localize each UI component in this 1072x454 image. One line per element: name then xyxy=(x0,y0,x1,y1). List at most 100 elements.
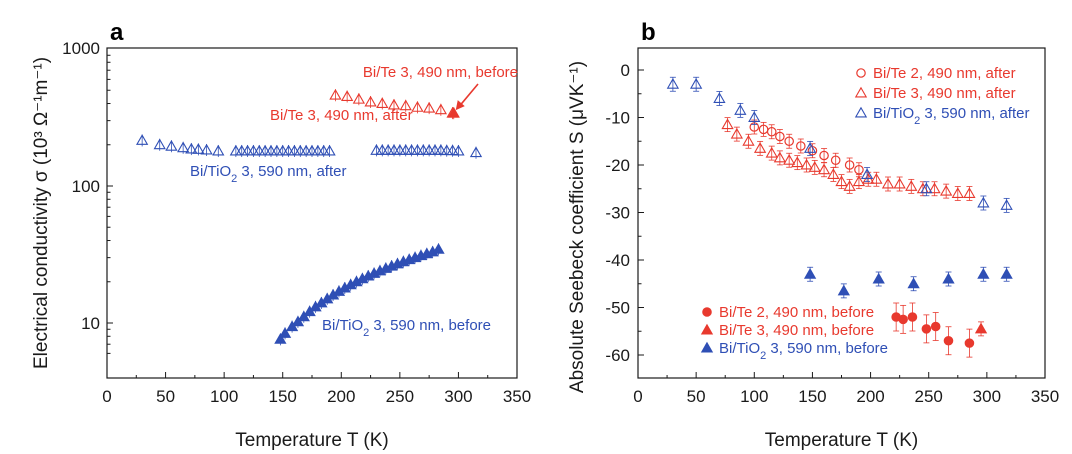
data-point-a xyxy=(381,144,395,155)
data-point-b xyxy=(852,175,866,187)
x-tick-label-b: 200 xyxy=(856,387,884,406)
legend-label: Bi/TiO2 3, 590 nm, after xyxy=(873,105,1029,127)
legend-label: Bi/Te 2, 490 nm, after xyxy=(873,65,1016,82)
series-b xyxy=(721,117,976,201)
x-tick-label-b: 150 xyxy=(798,387,826,406)
legend-label: Bi/Te 3, 490 nm, before xyxy=(719,322,874,339)
data-point-a xyxy=(241,144,254,156)
series-a xyxy=(135,134,483,159)
data-point-b xyxy=(713,92,726,103)
data-point-a xyxy=(411,101,424,112)
x-tick-label-a: 350 xyxy=(503,387,531,406)
y-tick-label-a: 100 xyxy=(72,177,100,196)
data-point-a xyxy=(387,144,401,155)
panel-a: a 0 50 100 150 200 250 300 350 10 100 1000 Temperatu… xyxy=(31,19,531,451)
data-point-b xyxy=(784,136,794,147)
data-point-a xyxy=(352,92,366,104)
data-point-a xyxy=(376,144,389,155)
data-point-a xyxy=(422,144,436,155)
data-point-b xyxy=(808,161,821,172)
data-point-b xyxy=(951,187,964,198)
x-tick-label-a: 150 xyxy=(269,387,297,406)
data-point-b xyxy=(843,180,856,191)
data-point-b xyxy=(920,182,933,194)
data-point-a xyxy=(274,333,287,344)
data-point-b xyxy=(795,141,806,151)
y-tick-label-b: 0 xyxy=(621,61,630,80)
data-point-a xyxy=(340,90,354,101)
data-point-a xyxy=(135,134,149,145)
data-point-b xyxy=(930,321,941,332)
data-point-b xyxy=(775,131,785,142)
data-point-a xyxy=(434,144,448,155)
data-point-b xyxy=(943,335,954,346)
data-point-b xyxy=(963,187,976,198)
annotation-arrowhead xyxy=(455,100,465,111)
data-point-a xyxy=(299,144,313,156)
data-point-a xyxy=(411,144,424,155)
x-tick-label-b: 300 xyxy=(973,387,1001,406)
legend-label: Bi/Te 3, 490 nm, after xyxy=(873,85,1016,102)
data-point-b xyxy=(689,77,703,89)
data-point-a xyxy=(393,144,407,155)
data-point-a xyxy=(434,103,448,115)
y-tick-label-b: -20 xyxy=(605,156,630,175)
x-tick-label-b: 0 xyxy=(633,387,642,406)
y-tick-label-b: -60 xyxy=(605,346,630,365)
data-point-b xyxy=(1000,199,1013,210)
data-point-b xyxy=(964,338,975,348)
data-point-a xyxy=(405,144,418,155)
data-point-b xyxy=(800,158,813,170)
data-point-a xyxy=(428,144,442,155)
x-tick-label-b: 350 xyxy=(1031,387,1059,406)
panel-label-a: a xyxy=(110,19,124,46)
data-point-b xyxy=(898,314,908,325)
series-a xyxy=(274,243,445,346)
data-point-b xyxy=(765,146,778,158)
legend-top: Bi/Te 2, 490 nm, after Bi/Te 3, 490 nm, a… xyxy=(854,65,1029,127)
data-point-b xyxy=(819,150,829,161)
y-tick-label-b: -50 xyxy=(605,299,630,318)
data-point-b xyxy=(928,182,941,194)
annotation-bite3-after: Bi/Te 3, 490 nm, after xyxy=(270,107,413,124)
data-point-a xyxy=(282,144,295,156)
data-point-b xyxy=(872,272,885,284)
data-point-a xyxy=(270,144,284,156)
data-point-a xyxy=(185,142,198,154)
legend-marker xyxy=(854,106,868,118)
y-tick-label-a: 10 xyxy=(81,314,100,333)
x-tick-label-a: 300 xyxy=(444,387,472,406)
data-point-a xyxy=(370,144,383,155)
annotation-bite3-before: Bi/Te 3, 490 nm, before xyxy=(363,64,518,81)
data-point-a xyxy=(323,144,336,156)
panel-b: b0 50 100 150 200 250 300 3500-10-20-30-40-50-6… xyxy=(567,19,1059,451)
legend-marker xyxy=(854,86,868,98)
legend-marker xyxy=(700,323,714,335)
x-tick-label-a: 0 xyxy=(102,387,111,406)
x-tick-label-a: 200 xyxy=(327,387,355,406)
data-point-a xyxy=(278,327,292,338)
series-a xyxy=(447,106,460,120)
data-point-b xyxy=(837,284,850,296)
data-point-a xyxy=(364,95,377,107)
data-point-b xyxy=(905,180,918,191)
y-tick-label-b: -10 xyxy=(605,109,630,128)
annotation-tio2-before: Bi/TiO2 3, 590 nm, before xyxy=(322,317,491,339)
data-point-b xyxy=(748,111,761,122)
data-point-b xyxy=(974,322,988,334)
data-point-b xyxy=(817,163,831,175)
data-point-b xyxy=(921,324,932,334)
annotation-tio2-after: Bi/TiO2 3, 590 nm, after xyxy=(190,163,346,185)
x-axis-label-b: Temperature T (K) xyxy=(765,430,918,451)
data-point-a xyxy=(399,144,412,155)
data-point-b xyxy=(893,177,906,189)
data-point-b xyxy=(907,312,918,322)
data-point-a xyxy=(417,144,430,155)
y-axis-label-b: Absolute Seebeck coefficient S (μVK⁻¹) xyxy=(567,61,588,393)
data-point-a xyxy=(258,144,272,156)
data-point-a xyxy=(153,138,166,150)
data-point-a xyxy=(253,144,266,156)
data-point-b xyxy=(766,126,777,137)
data-point-b xyxy=(827,168,840,179)
